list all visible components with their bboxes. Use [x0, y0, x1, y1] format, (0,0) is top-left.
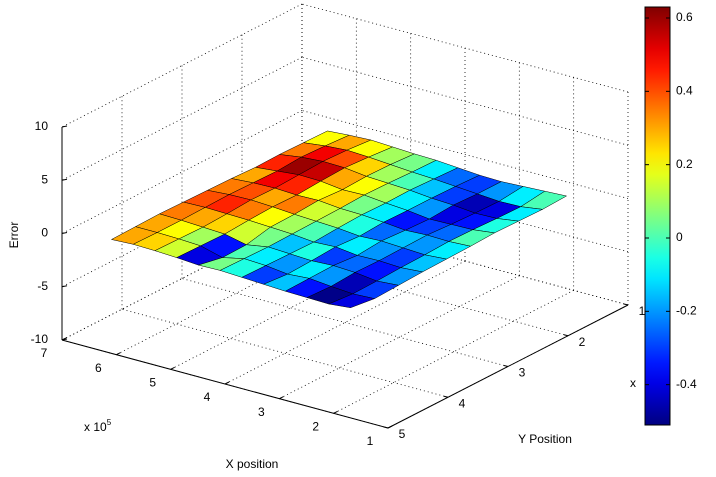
z-tick	[61, 232, 68, 234]
grid-line	[121, 308, 449, 398]
y-tick-label: 3	[519, 366, 526, 380]
y-tick	[443, 395, 449, 398]
colorbar-tick-label: 0.6	[676, 10, 693, 24]
z-tick-label: 0	[41, 226, 48, 240]
z-tick	[61, 178, 68, 181]
y-tick	[563, 334, 569, 337]
x-tick	[279, 396, 284, 400]
x-tick-label: 7	[41, 346, 48, 360]
colorbar-tick-label: -0.4	[676, 377, 697, 391]
x-tick-label: 3	[258, 405, 265, 419]
grid-line	[333, 289, 574, 414]
y-tick-label: 1	[639, 304, 646, 318]
x-axis-label: X position	[226, 457, 279, 471]
x-tick-label: 2	[312, 420, 319, 434]
grid-line	[301, 56, 629, 146]
x-multiplier-base: x 10	[84, 420, 107, 434]
y-tick-label: 4	[459, 396, 466, 410]
x-tick	[170, 366, 175, 370]
y-tick	[383, 426, 389, 429]
grid-line	[224, 260, 466, 385]
grid-line	[279, 275, 520, 400]
x-tick-label: 1	[367, 434, 374, 448]
colorbar-tick-label: -0.2	[676, 304, 697, 318]
z-tick	[61, 338, 68, 341]
x-tick	[224, 381, 230, 385]
y-tick-label: 2	[579, 335, 586, 349]
colorbar	[644, 6, 671, 426]
grid-line	[61, 3, 303, 128]
z-tick-label: -5	[37, 279, 48, 293]
x-tick	[333, 410, 338, 414]
y-multiplier: x	[630, 376, 636, 390]
x-tick-label: 6	[95, 361, 102, 375]
colorbar-tick-label: 0.2	[676, 157, 693, 171]
y-tick-label: 5	[399, 427, 406, 441]
grid-line	[301, 216, 629, 306]
z-tick	[61, 285, 68, 288]
grid-line	[61, 110, 303, 234]
z-tick-label: 5	[41, 172, 48, 186]
z-axis-label: Error	[7, 222, 21, 249]
x-tick-label: 4	[204, 390, 211, 404]
grid-line	[61, 56, 303, 181]
z-tick-label: -10	[31, 332, 49, 346]
z-tick-label: 10	[35, 119, 49, 133]
y-axis-label: Y Position	[518, 432, 572, 446]
colorbar-tick-label: 0	[676, 230, 683, 244]
x-tick	[116, 352, 121, 356]
grid-line	[301, 3, 629, 93]
x-multiplier: x 105	[84, 418, 112, 434]
x-multiplier-exponent: 5	[107, 418, 112, 427]
grid-line	[181, 278, 509, 367]
z-tick	[61, 125, 68, 128]
colorbar-tick-label: 0.4	[676, 84, 693, 98]
x-tick	[387, 425, 393, 429]
grid-line	[241, 247, 569, 337]
surface-face	[327, 293, 376, 309]
y-tick	[503, 365, 509, 367]
y-tick	[623, 303, 629, 306]
x-tick-label: 5	[149, 376, 156, 390]
grid-line	[301, 110, 629, 199]
